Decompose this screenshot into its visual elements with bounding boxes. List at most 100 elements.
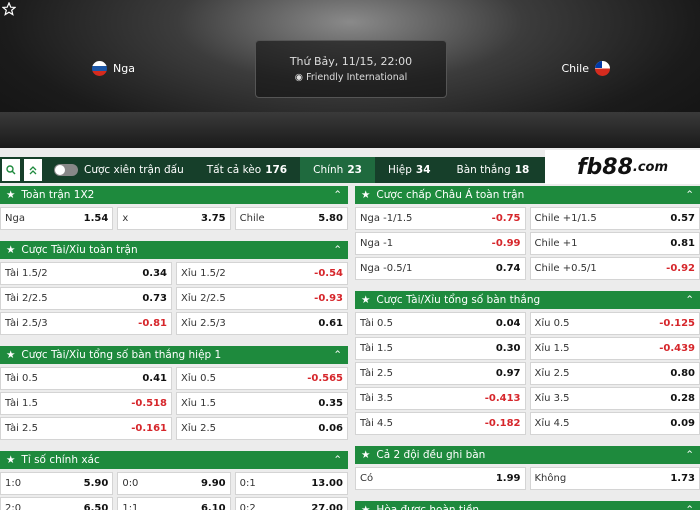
favorite-star[interactable] xyxy=(2,2,16,16)
odds-cell[interactable]: Tài 0.5 0.04 xyxy=(355,312,526,335)
away-team: Chile xyxy=(561,61,610,76)
odds-cell[interactable]: 1:1 6.10 xyxy=(117,497,231,510)
collapse-button[interactable] xyxy=(24,159,42,181)
odds-cell[interactable]: Tài 4.5 -0.182 xyxy=(355,412,526,435)
star-icon[interactable]: ★ xyxy=(361,189,371,201)
odds-cell[interactable]: Chile +0.5/1 -0.92 xyxy=(529,257,700,280)
odds-cell[interactable]: 0:0 9.90 xyxy=(117,472,231,495)
odds-cell[interactable]: Xỉu 1.5 -0.439 xyxy=(529,337,700,360)
odds-cell[interactable]: Chile +1 0.81 xyxy=(529,232,700,255)
field xyxy=(0,112,700,148)
selection-label: 0:2 xyxy=(239,503,256,510)
odds-cell[interactable]: Tài 0.5 0.41 xyxy=(0,367,172,390)
market-header[interactable]: ★ Tỉ số chính xác ⌃ xyxy=(0,451,348,469)
selection-label: Không xyxy=(534,473,567,484)
caret[interactable]: ⌃ xyxy=(685,189,694,201)
caret[interactable]: ⌃ xyxy=(333,244,342,256)
caret[interactable]: ⌃ xyxy=(685,504,694,510)
tab[interactable]: Tất cả kèo 176 xyxy=(194,157,300,183)
market-header[interactable]: ★ Cược Tài/Xỉu tổng số bàn thắng hiệp 1 ⌃ xyxy=(0,346,348,364)
star-icon[interactable]: ★ xyxy=(6,349,16,361)
odds-cell[interactable]: x 3.75 xyxy=(117,207,231,230)
market-header[interactable]: ★ Hòa được hoàn tiền ⌃ xyxy=(355,501,700,510)
odds-value: 0.35 xyxy=(318,398,343,409)
odds-cell[interactable]: 1:0 5.90 xyxy=(0,472,114,495)
odds-cell[interactable]: Nga -0.5/1 0.74 xyxy=(355,257,526,280)
odds-cell[interactable]: Tài 2.5 0.97 xyxy=(355,362,526,385)
odds-cell[interactable]: Tài 2/2.5 0.73 xyxy=(0,287,172,310)
caret[interactable]: ⌃ xyxy=(333,189,342,201)
odds-cell[interactable]: Xỉu 0.5 -0.125 xyxy=(529,312,700,335)
odds-cell[interactable]: Không 1.73 xyxy=(529,467,700,490)
selection-label: Tài 2.5 xyxy=(360,368,393,379)
odds-cell[interactable]: Nga -1 -0.99 xyxy=(355,232,526,255)
odds-cell[interactable]: Tài 1.5 -0.518 xyxy=(0,392,172,415)
odds-cell[interactable]: Tài 1.5 0.30 xyxy=(355,337,526,360)
search-button[interactable] xyxy=(2,159,20,181)
market-header[interactable]: ★ Cả 2 đội đều ghi bàn ⌃ xyxy=(355,446,700,464)
odds-cell[interactable]: Xỉu 2.5/3 0.61 xyxy=(176,312,348,335)
selection-label: 0:1 xyxy=(239,478,256,489)
odds-value: 5.80 xyxy=(318,213,343,224)
odds-cell[interactable]: Chile 5.80 xyxy=(234,207,348,230)
odds-row: Tài 1.5/2 0.34 Xỉu 1.5/2 -0.54 xyxy=(0,261,348,286)
odds-cell[interactable]: Tài 3.5 -0.413 xyxy=(355,387,526,410)
tab[interactable]: Chính 23 xyxy=(300,157,375,183)
odds-cell[interactable]: Nga 1.54 xyxy=(0,207,114,230)
odds-row: Tài 1.5 0.30 Xỉu 1.5 -0.439 xyxy=(355,336,700,361)
star-icon[interactable]: ★ xyxy=(361,504,371,510)
caret[interactable]: ⌃ xyxy=(685,294,694,306)
market-header[interactable]: ★ Cược chấp Châu Á toàn trận ⌃ xyxy=(355,186,700,204)
odds-cell[interactable]: Xỉu 1.5/2 -0.54 xyxy=(176,262,348,285)
tab-label: Hiệp xyxy=(387,164,412,176)
odds-cell[interactable]: Có 1.99 xyxy=(355,467,526,490)
odds-value: -0.99 xyxy=(491,238,521,249)
odds-cell[interactable]: Tài 1.5/2 0.34 xyxy=(0,262,172,285)
odds-cell[interactable]: Xỉu 2.5 0.80 xyxy=(529,362,700,385)
tab-label: Chính xyxy=(313,164,344,176)
market-header[interactable]: ★ Cược Tài/Xỉu tổng số bàn thắng ⌃ xyxy=(355,291,700,309)
odds-cell[interactable]: Xỉu 2.5 0.06 xyxy=(176,417,348,440)
market-header[interactable]: ★ Cược Tài/Xỉu toàn trận ⌃ xyxy=(0,241,348,259)
odds-cell[interactable]: Xỉu 4.5 0.09 xyxy=(529,412,700,435)
odds-cell[interactable]: Tài 2.5 -0.161 xyxy=(0,417,172,440)
odds-cell[interactable]: Tài 2.5/3 -0.81 xyxy=(0,312,172,335)
odds-value: 6.50 xyxy=(83,503,109,510)
odds-row: Tài 4.5 -0.182 Xỉu 4.5 0.09 xyxy=(355,411,700,436)
odds-cell[interactable]: Chile +1/1.5 0.57 xyxy=(529,207,700,230)
odds-cell[interactable]: 0:1 13.00 xyxy=(234,472,348,495)
odds-value: -0.93 xyxy=(314,293,343,304)
caret[interactable]: ⌃ xyxy=(333,349,342,361)
caret[interactable]: ⌃ xyxy=(333,454,342,466)
caret[interactable]: ⌃ xyxy=(685,449,694,461)
selection-label: Nga xyxy=(5,213,25,224)
star-icon[interactable]: ★ xyxy=(361,294,371,306)
star-icon[interactable]: ★ xyxy=(6,189,16,201)
selection-label: Xỉu 1.5 xyxy=(534,343,570,354)
market-header[interactable]: ★ Toàn trận 1X2 ⌃ xyxy=(0,186,348,204)
odds-cell[interactable]: Xỉu 1.5 0.35 xyxy=(176,392,348,415)
odds-value: 0.34 xyxy=(142,268,167,279)
odds-cell[interactable]: 0:2 27.00 xyxy=(234,497,348,510)
odds-cell[interactable]: Xỉu 2/2.5 -0.93 xyxy=(176,287,348,310)
odds-value: -0.182 xyxy=(484,418,521,429)
tab[interactable]: Hiệp 34 xyxy=(375,157,444,183)
market-section: ★ Cược Tài/Xỉu tổng số bàn thắng hiệp 1 ⌃ T… xyxy=(0,346,348,443)
selection-label: Tài 1.5 xyxy=(5,398,38,409)
right-column: ★ Cược chấp Châu Á toàn trận ⌃ Nga -1/1.5 -0… xyxy=(355,186,700,510)
odds-cell[interactable]: 2:0 6.50 xyxy=(0,497,114,510)
odds-value: 9.90 xyxy=(200,478,226,489)
odds-cell[interactable]: Nga -1/1.5 -0.75 xyxy=(355,207,526,230)
odds-value: 0.80 xyxy=(670,368,695,379)
parlay-toggle[interactable] xyxy=(54,164,78,176)
tab[interactable]: Bàn thắng 18 xyxy=(444,157,543,183)
odds-value: 0.97 xyxy=(495,368,521,379)
selection-label: Tài 3.5 xyxy=(360,393,393,404)
star-icon[interactable]: ★ xyxy=(6,244,16,256)
odds-cell[interactable]: Xỉu 3.5 0.28 xyxy=(529,387,700,410)
star-icon[interactable]: ★ xyxy=(361,449,371,461)
selection-label: Chile +1/1.5 xyxy=(534,213,597,224)
star-icon[interactable]: ★ xyxy=(6,454,16,466)
odds-cell[interactable]: Xỉu 0.5 -0.565 xyxy=(176,367,348,390)
selection-label: Xỉu 0.5 xyxy=(534,318,570,329)
